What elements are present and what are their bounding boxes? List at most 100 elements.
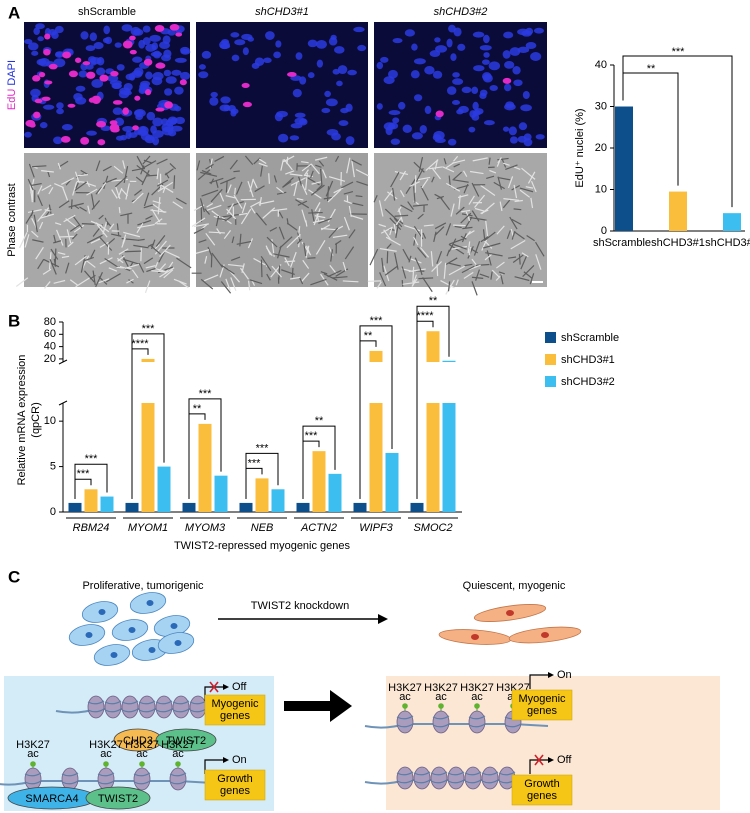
cell-streak — [259, 197, 262, 207]
cell-streak — [286, 218, 289, 225]
cell-streak — [126, 278, 134, 284]
cell-streak — [195, 249, 210, 254]
cell-streak — [223, 230, 232, 240]
nucleus — [295, 52, 303, 60]
nucleus — [139, 82, 149, 91]
cell-streak — [276, 191, 287, 195]
cell-streak — [445, 182, 461, 192]
cell-streak — [95, 160, 101, 172]
nucleus — [503, 31, 514, 39]
cell-streak — [402, 281, 420, 285]
cell-streak — [54, 183, 64, 189]
nucleus — [85, 45, 96, 52]
bar — [312, 451, 326, 512]
cell-streak — [343, 199, 352, 205]
cell-nucleus — [506, 610, 514, 616]
bar-upper — [369, 350, 383, 362]
cell-streak — [125, 183, 130, 200]
nucleosome — [481, 766, 499, 790]
nucleus — [90, 60, 97, 66]
cell-streak — [418, 277, 434, 280]
cell-streak — [262, 207, 276, 219]
cell-streak — [289, 173, 303, 177]
bar — [68, 502, 82, 512]
nucleosome — [396, 710, 414, 734]
cell-streak — [19, 232, 28, 249]
nucleus — [472, 31, 485, 38]
column-label: shCHD3#2 — [434, 6, 488, 18]
nucleosome — [97, 767, 115, 791]
cell-streak — [24, 234, 30, 248]
cell-streak — [193, 227, 204, 234]
cell-streak — [260, 259, 263, 278]
edu-nucleus — [129, 49, 137, 55]
nucleus — [294, 112, 306, 118]
cell-streak — [102, 165, 112, 172]
cell-streak — [316, 184, 323, 191]
cell-streak — [206, 202, 214, 208]
cell-streak — [521, 167, 536, 180]
stain-dapi: DAPI — [6, 60, 18, 86]
nucleus — [78, 70, 88, 78]
cell-streak — [464, 263, 473, 267]
cell-streak — [230, 256, 241, 261]
nucleosome — [413, 766, 431, 790]
cell-streak — [247, 238, 254, 249]
gene-box — [204, 769, 266, 801]
nucleus — [504, 83, 512, 92]
cell-streak — [278, 211, 284, 219]
cell-streak — [283, 155, 295, 163]
cell-streak — [98, 214, 104, 220]
cell-streak — [138, 262, 145, 273]
cell-nucleus — [541, 632, 549, 638]
cell-streak — [373, 194, 378, 203]
cell-streak — [247, 280, 251, 291]
edu-nucleus — [44, 80, 53, 85]
cell-streak — [474, 194, 486, 208]
nucleus — [380, 56, 389, 63]
state-label: Proliferative, tumorigenic — [82, 580, 204, 592]
phase-image — [15, 153, 192, 294]
x-tick-label: WIPF3 — [359, 522, 393, 534]
nucleus — [125, 73, 135, 81]
histone-mark: ac — [471, 691, 483, 703]
nucleus — [345, 103, 353, 112]
nucleus — [523, 133, 532, 141]
bar-lower — [369, 403, 383, 512]
cell-streak — [301, 161, 309, 164]
nucleus — [446, 38, 453, 48]
nucleus — [452, 78, 464, 85]
cell-streak — [509, 216, 518, 230]
cell-streak — [147, 243, 155, 248]
nucleus — [434, 37, 441, 43]
significance-label: **** — [131, 338, 149, 350]
nucleus — [376, 61, 384, 70]
nucleus — [171, 69, 182, 76]
cell-streak — [151, 208, 161, 223]
nucleus — [158, 41, 171, 50]
cell-streak — [385, 236, 401, 246]
bar — [198, 423, 212, 512]
edu-nucleus — [122, 40, 133, 49]
cell-streak — [169, 163, 177, 170]
nucleus — [219, 40, 230, 50]
cell-streak — [348, 229, 356, 239]
nucleus — [198, 71, 209, 79]
nucleus — [307, 72, 315, 79]
nucleus — [56, 102, 64, 110]
cell-nucleus — [148, 647, 156, 653]
cell-streak — [86, 180, 91, 188]
cell-streak — [431, 167, 442, 180]
cell-streak — [69, 279, 78, 286]
significance-bracket — [245, 452, 279, 499]
x-tick-label: NEB — [251, 522, 274, 534]
cell-streak — [49, 259, 57, 275]
edu-nucleus — [33, 111, 41, 119]
block-x — [209, 681, 219, 693]
cell-streak — [200, 278, 214, 290]
cell-streak — [286, 222, 298, 231]
histone-mark: H3K27 — [424, 682, 458, 694]
gene-box-label: Growth — [217, 773, 252, 785]
column-label: shScramble — [78, 6, 136, 18]
nucleus — [520, 104, 532, 112]
